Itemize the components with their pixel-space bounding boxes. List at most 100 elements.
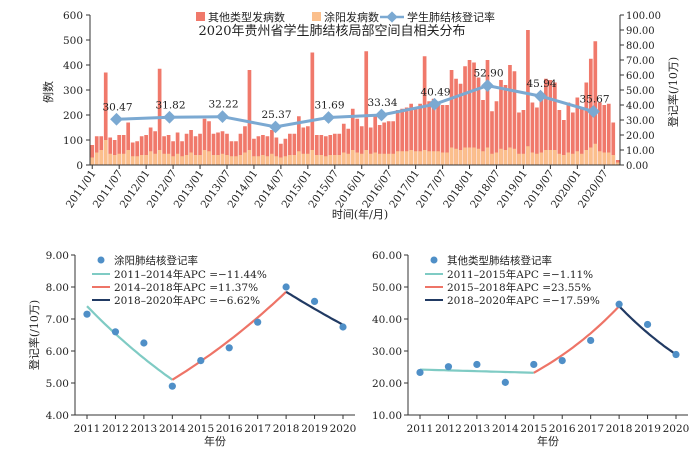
br-y-tick-label: 40.00 (372, 314, 402, 326)
bar-smear (180, 156, 184, 165)
bl-x-axis-label: 年份 (204, 434, 226, 448)
bar-smear (328, 155, 333, 165)
br-y-tick-label: 10.00 (372, 410, 402, 422)
br-data-point (530, 360, 538, 369)
top-y-tick-label: 500 (63, 35, 83, 47)
bar-smear (548, 150, 553, 165)
bar-smear (418, 151, 422, 165)
rate-data-label: 40.49 (420, 86, 450, 98)
bar-smear (306, 153, 310, 165)
bl-x-ticks: 2011 2012 2013 2014 2015 2016 2017 2018 2019 2020 (74, 415, 356, 435)
bar-other (193, 136, 198, 165)
bar-other (189, 130, 193, 165)
bar-other (373, 116, 378, 165)
legend-label-rate: 学生肺结核登记率 (407, 10, 495, 24)
bar-other (234, 141, 238, 165)
bl-data-point (254, 318, 262, 326)
bar-smear (90, 157, 95, 165)
br-x-tick-label: 2017 (577, 423, 604, 435)
br-x-tick-label: 2015 (520, 423, 547, 435)
bl-x-tick-label: 2011 (74, 423, 101, 435)
rate-marker (269, 120, 282, 134)
top-legend: 其他类型发病数 涂阳发病数 学生肺结核登记率 (196, 10, 495, 24)
bar-other (449, 70, 454, 165)
legend-swatch-smear (312, 12, 321, 21)
bar-smear (193, 155, 198, 165)
bar-smear (211, 155, 216, 165)
bl-y-tick-label: 4.00 (46, 410, 69, 422)
bar-other (566, 102, 571, 165)
bl-x-tick-label: 2019 (301, 423, 328, 435)
bar-smear (341, 152, 346, 165)
bar-other (225, 133, 229, 165)
bar-other (602, 105, 607, 165)
br-trend-line-2 (533, 305, 620, 374)
bar-smear (449, 147, 454, 165)
bar-smear (409, 150, 413, 165)
bar-other (368, 127, 373, 165)
bar-other (274, 137, 279, 165)
bar-other (332, 133, 337, 165)
br-data-point (587, 336, 595, 345)
bl-data-point (339, 323, 347, 331)
bar-smear (553, 150, 557, 165)
top-chart-title: 2020年贵州省学生肺结核局部空间自相关分布 (198, 23, 465, 39)
br-data-point (444, 363, 453, 371)
bar-smear (157, 150, 162, 165)
bar-other (153, 131, 157, 165)
bar-other (490, 111, 494, 165)
bar-smear (395, 151, 400, 165)
bar-other (144, 135, 148, 165)
bar-other (364, 51, 369, 165)
br-legend-trend2-label: 2015–2018年APC =23.55% (447, 281, 591, 294)
bar-other (283, 138, 288, 165)
bar-other (427, 101, 431, 165)
bar-other (148, 127, 153, 165)
top-y-tick-label: 200 (63, 110, 83, 122)
bar-smear (346, 153, 351, 165)
bar-smear (481, 151, 485, 165)
bar-other (571, 112, 575, 165)
bar-other (557, 110, 562, 165)
bar-other (413, 108, 418, 165)
br-points (416, 300, 680, 386)
top-y-tick-label: 600 (63, 10, 83, 22)
bar-other (184, 133, 189, 165)
rate-marker (481, 79, 494, 93)
bl-trend-lines (86, 290, 344, 381)
br-legend-point-marker (430, 256, 438, 264)
bar-smear (562, 155, 566, 165)
top-y2-tick-label: 60.00 (626, 71, 655, 82)
top-y-tick-label: 400 (63, 60, 83, 72)
rate-data-label: 32.22 (208, 99, 238, 111)
bar-smear (265, 156, 270, 165)
bar-smear (117, 153, 122, 165)
bar-other (103, 72, 108, 165)
bar-smear (202, 150, 207, 165)
bar-smear (593, 143, 598, 165)
bar-other (301, 127, 306, 165)
bar-smear (130, 156, 135, 165)
bar-other (171, 141, 175, 165)
top-y2-tick-label: 90.00 (626, 26, 655, 37)
bar-other (395, 110, 400, 165)
bar-smear (400, 151, 404, 165)
bar-other (548, 80, 553, 165)
bar-smear (364, 150, 369, 165)
br-legend-point-label: 其他类型肺结核登记率 (447, 254, 552, 267)
bar-other (265, 136, 270, 165)
bl-x-tick-label: 2018 (273, 423, 300, 435)
bar-other (108, 137, 113, 165)
top-y-tick-label: 300 (63, 85, 83, 97)
bar-smear (458, 150, 463, 165)
bar-other (180, 141, 184, 165)
bar-smear (472, 147, 476, 165)
bar-smear (490, 153, 494, 165)
bl-data-point (140, 339, 148, 347)
bl-points (83, 283, 347, 390)
bar-smear (139, 155, 144, 165)
bottom-left-chart: 4.005.006.007.008.009.00 2011 2012 2013 201… (27, 250, 356, 448)
bar-other (252, 138, 256, 165)
br-data-point (558, 357, 566, 365)
bar-smear (121, 153, 126, 165)
